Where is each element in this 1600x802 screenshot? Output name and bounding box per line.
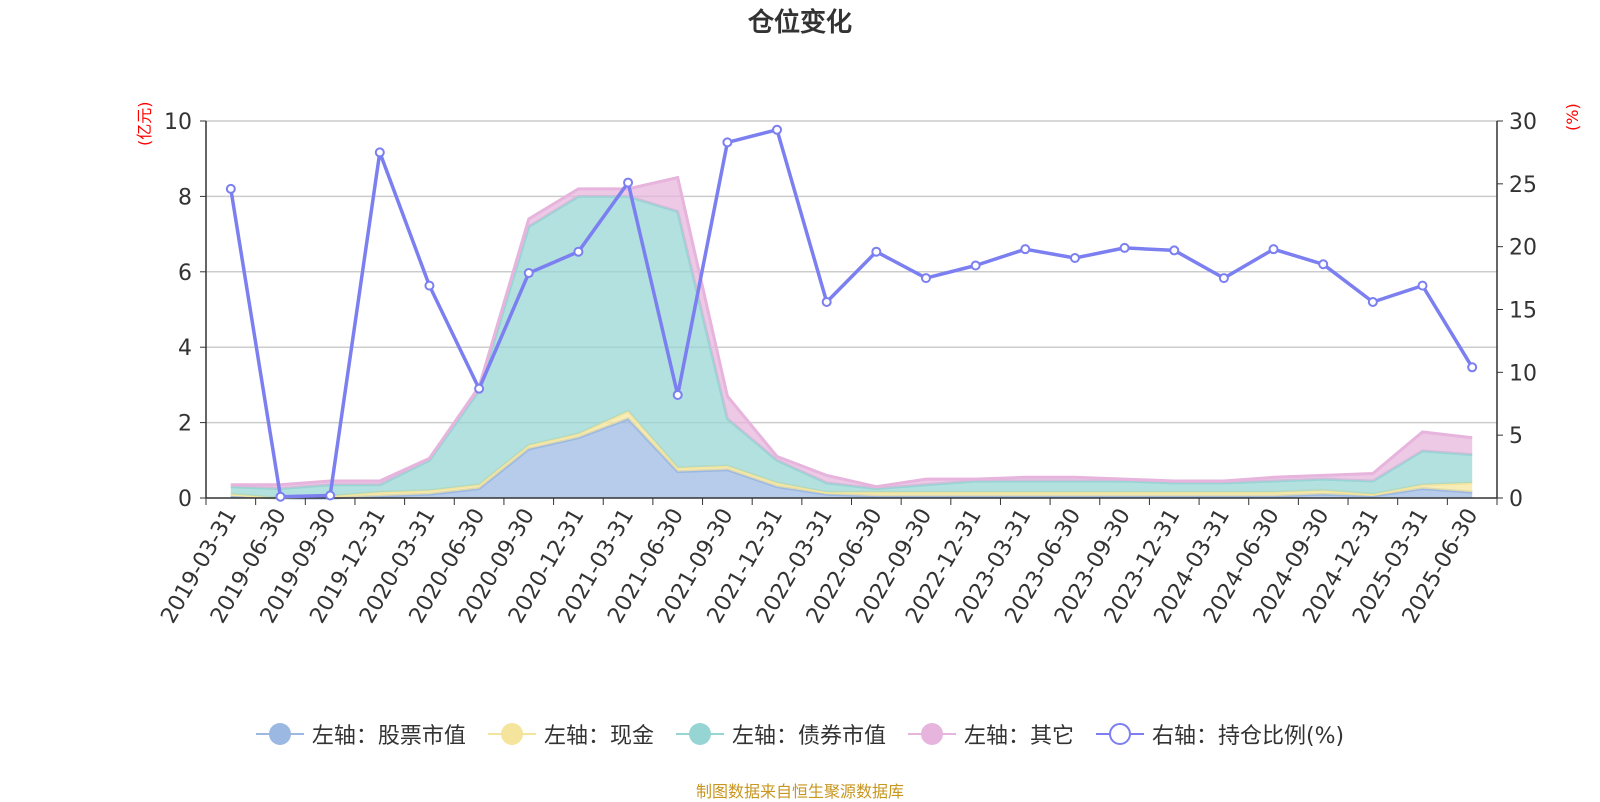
chart-legend: 左轴：股票市值 左轴：现金 左轴：债券市值 左轴：其它 右轴：持仓比例(%) (0, 718, 1600, 750)
ratio-point (1268, 244, 1279, 255)
ratio-point (1020, 244, 1031, 255)
ratio-point (821, 296, 832, 307)
ratio-point (325, 490, 336, 501)
ratio-point (523, 268, 534, 279)
right-axis-tick-label: 5 (1509, 424, 1523, 449)
legend-item-ratio[interactable]: 右轴：持仓比例(%) (1095, 718, 1345, 750)
left-axis-tick-label: 10 (164, 110, 192, 135)
ratio-point (1218, 273, 1229, 284)
right-axis-tick-label: 10 (1509, 361, 1537, 386)
filled-circle-icon (675, 723, 724, 745)
legend-item-bond[interactable]: 左轴：债券市值 (675, 718, 886, 750)
ratio-point (1417, 280, 1428, 291)
right-axis-tick-label: 20 (1509, 236, 1537, 261)
area-edge-bond (230, 194, 1473, 491)
filled-circle-icon (255, 723, 304, 745)
ratio-point (871, 246, 882, 257)
ratio-point (1069, 252, 1080, 263)
position-chart: 02468100510152025302019-03-312019-06-302… (156, 110, 1537, 628)
ratio-point (225, 183, 236, 194)
ratio-point (920, 273, 931, 284)
legend-item-stock[interactable]: 左轴：股票市值 (255, 718, 466, 750)
legend-item-other[interactable]: 左轴：其它 (907, 718, 1074, 750)
ratio-point (474, 383, 485, 394)
ratio-point (623, 177, 634, 188)
ratio-point (1169, 245, 1180, 256)
right-axis-tick-label: 25 (1509, 173, 1537, 198)
ratio-point (1318, 259, 1329, 270)
legend-label-bond: 左轴：债券市值 (731, 724, 886, 749)
area-stock (230, 418, 1473, 498)
hollow-circle-icon (1095, 723, 1144, 745)
right-axis-tick-label: 30 (1509, 110, 1537, 135)
right-axis-tick-label: 0 (1509, 487, 1523, 512)
ratio-point (275, 491, 286, 502)
ratio-point (1467, 362, 1478, 373)
area-other (230, 177, 1473, 489)
ratio-point (374, 147, 385, 158)
filled-circle-icon (487, 723, 536, 745)
ratio-point (424, 280, 435, 291)
left-axis-tick-label: 8 (178, 185, 192, 210)
left-axis-tick-label: 0 (178, 487, 192, 512)
ratio-point (1367, 296, 1378, 307)
left-axis-tick-label: 6 (178, 261, 192, 286)
ratio-point (772, 124, 783, 135)
legend-item-cash[interactable]: 左轴：现金 (487, 718, 654, 750)
left-axis-tick-label: 2 (178, 412, 192, 437)
legend-label-cash: 左轴：现金 (543, 724, 654, 749)
area-edge-other (230, 175, 1473, 489)
right-axis-tick-label: 15 (1509, 299, 1537, 324)
legend-label-ratio: 右轴：持仓比例(%) (1151, 724, 1345, 749)
ratio-point (970, 260, 981, 271)
area-bond (230, 196, 1473, 498)
ratio-point (722, 137, 733, 148)
ratio-point (1119, 242, 1130, 253)
chart-title: 仓位变化 (747, 8, 852, 38)
legend-label-other: 左轴：其它 (963, 724, 1074, 749)
legend-label-stock: 左轴：股票市值 (311, 724, 466, 749)
ratio-point (672, 389, 683, 400)
left-axis-tick-label: 4 (178, 336, 192, 361)
ratio-line (229, 128, 1474, 499)
data-source-note: 制图数据来自恒生聚源数据库 (695, 782, 904, 801)
ratio-point (573, 246, 584, 257)
filled-circle-icon (907, 723, 956, 745)
